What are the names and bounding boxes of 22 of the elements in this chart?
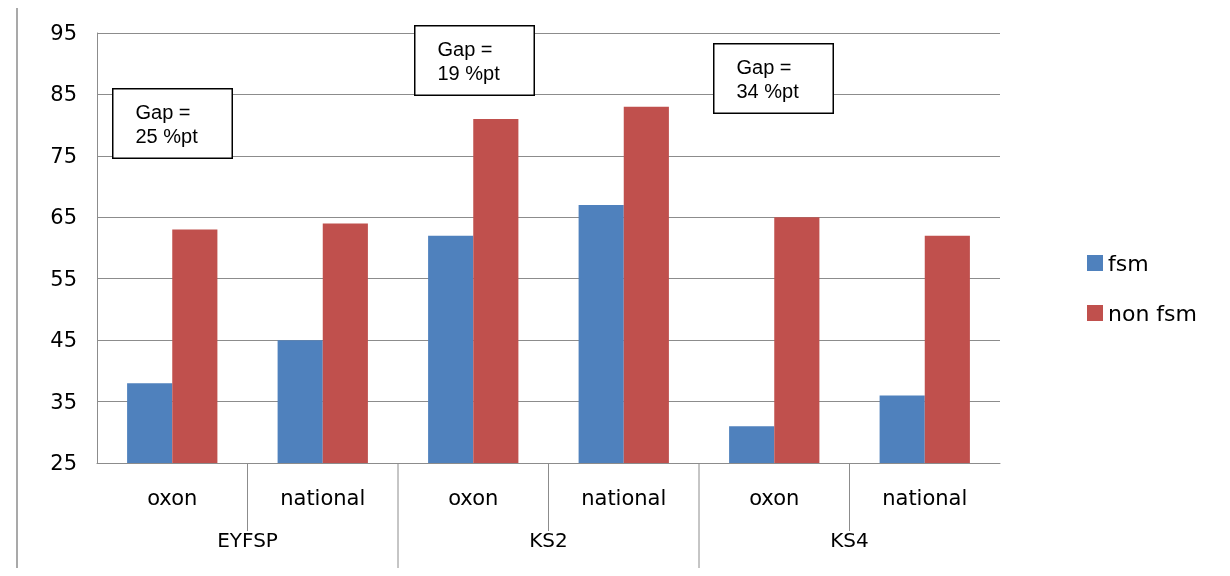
annotation: Gap = 25 %pt bbox=[135, 100, 199, 147]
y-tick-label: 75 bbox=[50, 143, 77, 168]
annotation: Gap = 19 %pt bbox=[437, 37, 501, 84]
legend-label: fsm bbox=[1108, 250, 1149, 276]
y-tick-label: 95 bbox=[50, 21, 77, 45]
x-tick-label: national bbox=[280, 485, 366, 510]
legend-label: non fsm bbox=[1108, 300, 1198, 326]
x-tick-label: national bbox=[882, 485, 968, 510]
y-tick-label: 25 bbox=[50, 451, 77, 475]
text: KS4 bbox=[830, 528, 869, 552]
x-tick-label: oxon bbox=[749, 485, 800, 510]
y-tick-label: 85 bbox=[50, 82, 77, 107]
x-tick-label: national bbox=[581, 485, 667, 510]
text: KS2 bbox=[529, 528, 568, 552]
annotation: Gap = 34 %pt bbox=[736, 55, 800, 102]
y-tick-label: 55 bbox=[50, 266, 77, 291]
x-tick-label: oxon bbox=[448, 485, 499, 510]
text: EYFSP bbox=[217, 528, 278, 552]
y-tick-label: 45 bbox=[50, 328, 77, 353]
y-tick-label: 35 bbox=[50, 389, 77, 414]
x-tick-label: oxon bbox=[147, 485, 198, 510]
y-tick-label: 65 bbox=[50, 205, 77, 230]
